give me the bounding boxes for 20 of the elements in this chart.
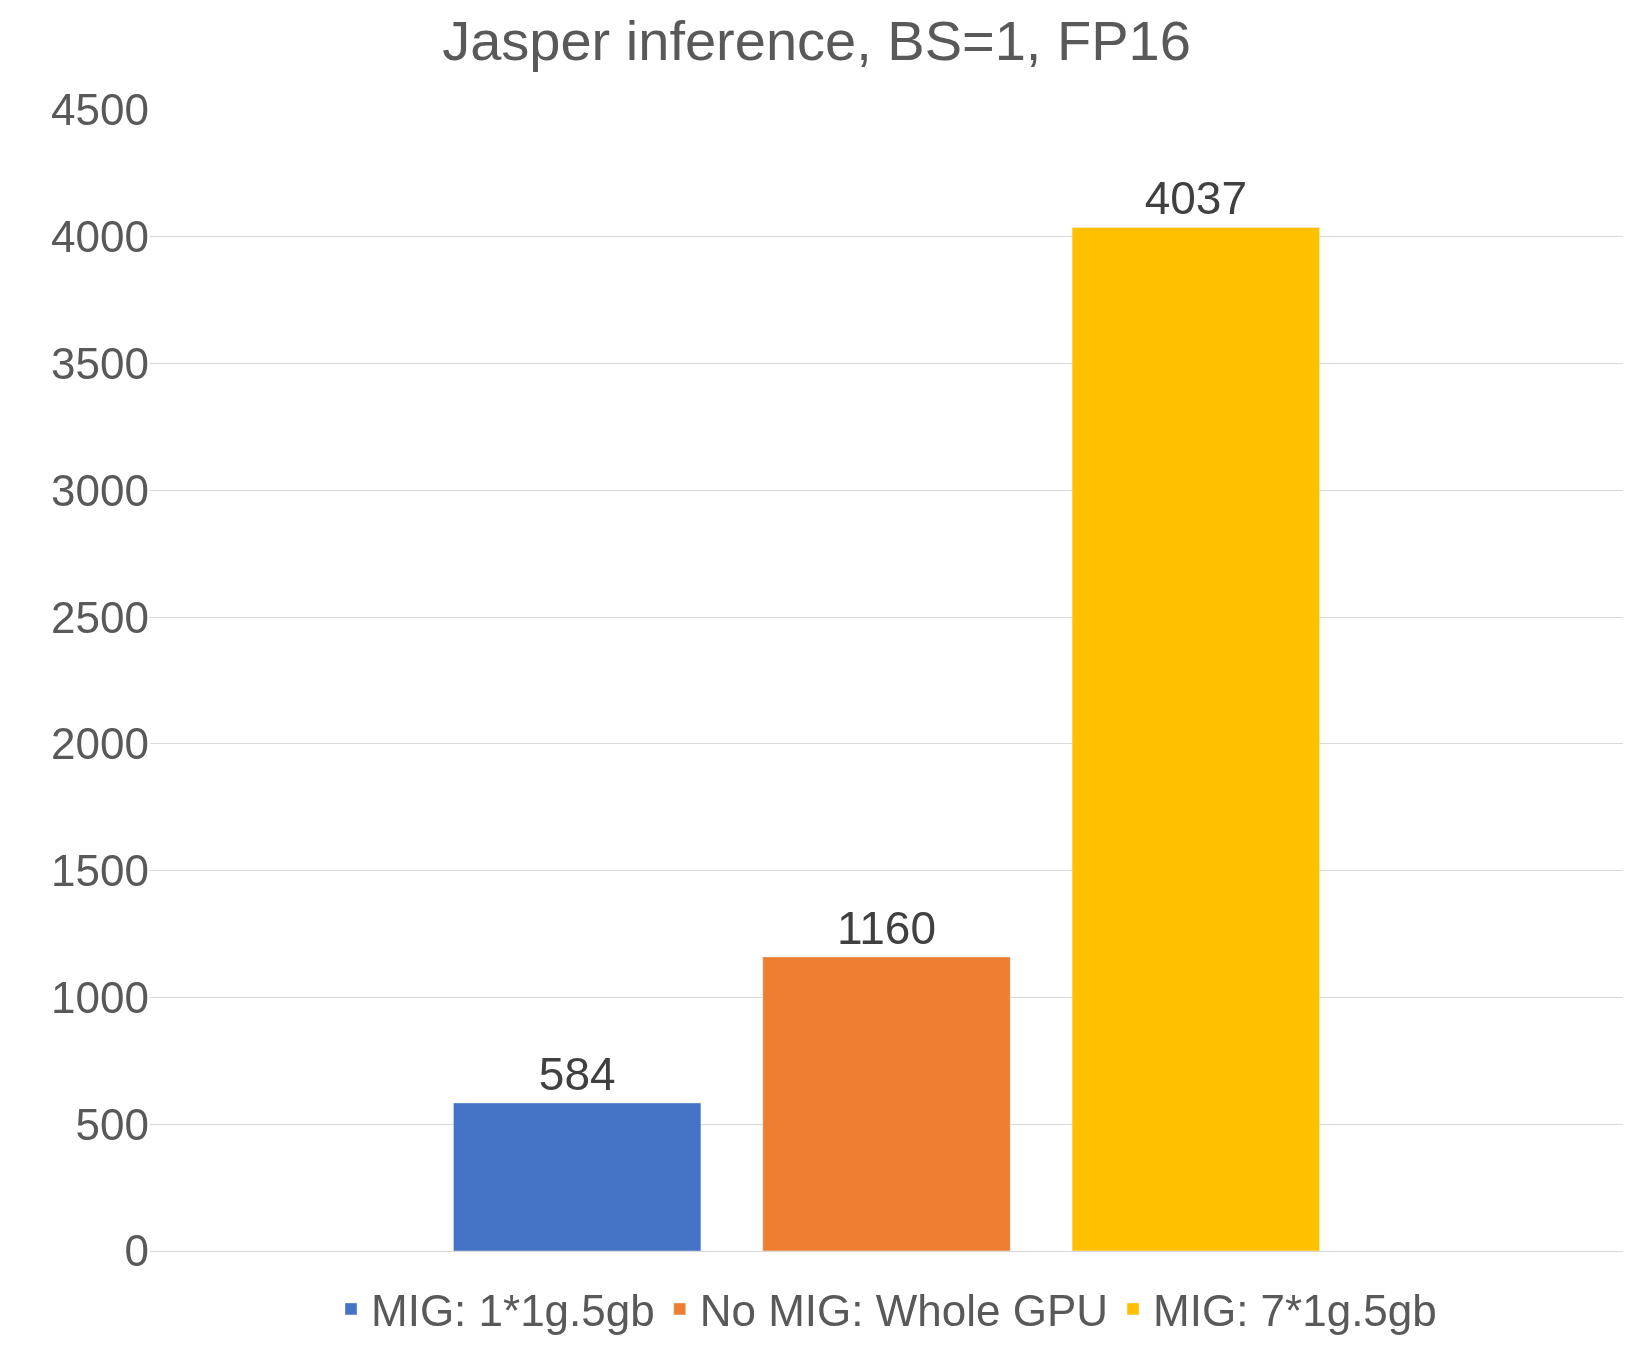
legend-label: MIG: 7*1g.5gb <box>1153 1286 1437 1336</box>
y-tick-label: 2000 <box>51 719 149 769</box>
y-tick-label: 4000 <box>51 212 149 262</box>
y-tick-label: 2500 <box>51 592 149 642</box>
bar <box>1071 227 1320 1251</box>
y-tick-label: 1000 <box>51 972 149 1022</box>
y-tick-label: 1500 <box>51 846 149 896</box>
y-tick-label: 500 <box>75 1099 149 1149</box>
legend-label: No MIG: Whole GPU <box>699 1286 1109 1336</box>
chart-title: Jasper inference, BS=1, FP16 <box>442 8 1191 72</box>
data-label: 1160 <box>837 901 936 954</box>
y-tick-label: 0 <box>124 1226 149 1276</box>
bar <box>453 1102 702 1251</box>
y-tick-label: 4500 <box>51 85 149 135</box>
data-label: 4037 <box>1144 172 1247 225</box>
data-label: 584 <box>538 1047 616 1100</box>
y-tick-label: 3000 <box>51 465 149 515</box>
legend-label: MIG: 1*1g.5gb <box>371 1286 655 1336</box>
bar <box>762 956 1011 1251</box>
y-tick-label: 3500 <box>51 338 149 388</box>
